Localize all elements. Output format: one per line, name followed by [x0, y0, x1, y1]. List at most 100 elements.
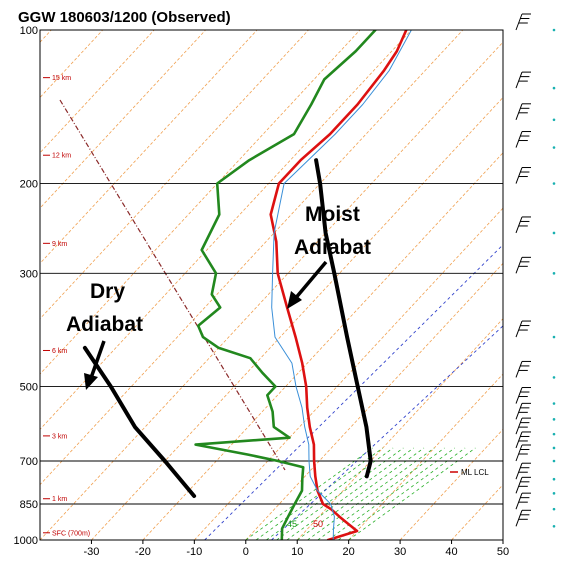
- x-tick-label: -10: [186, 546, 202, 558]
- mixing-ratio-line: [286, 447, 414, 540]
- wind-dot: [552, 477, 556, 481]
- isotherm-line: [142, 152, 503, 540]
- isotherm-line: [502, 539, 503, 540]
- dewpoint-line: [194, 30, 377, 540]
- wind-barb: [515, 417, 523, 435]
- isotherm-line: [40, 30, 155, 154]
- dry-annotation-line1: Dry: [90, 280, 125, 303]
- wind-barb: [515, 257, 523, 274]
- mixing-ratio-line: [348, 447, 476, 540]
- isotherm-line: [348, 373, 503, 540]
- wind-barb: [515, 387, 523, 404]
- mixing-ratio-line: [266, 447, 394, 540]
- wind-barb: [515, 403, 523, 420]
- mixing-ratio-label: 45: [287, 519, 297, 529]
- wind-dot: [552, 459, 556, 463]
- x-tick-label: -30: [83, 546, 99, 558]
- isotherm-line: [194, 207, 503, 540]
- wind-dot: [552, 432, 556, 436]
- isotherm-line: [40, 30, 464, 486]
- plot-frame: [39, 29, 504, 541]
- x-tick-label: 50: [497, 546, 509, 558]
- mixing-ratio-line: [338, 447, 466, 540]
- height-label: 9 km: [52, 241, 67, 248]
- wind-barb: [515, 361, 523, 378]
- wind-dot: [552, 146, 556, 149]
- wind-dot: [552, 524, 556, 528]
- mixing-ratio-line: [317, 447, 445, 540]
- wind-barb: [515, 167, 523, 184]
- wind-barb: [515, 131, 523, 148]
- lcl-label: ML LCL: [461, 468, 489, 477]
- mixing-ratio-line: [245, 447, 373, 540]
- mixing-ratio-line: [307, 447, 435, 540]
- wind-barb: [515, 492, 523, 510]
- wind-dot: [552, 446, 556, 450]
- moist-adiabat-annotation: Moist Adiabat: [287, 203, 371, 309]
- y-tick-label: 100: [20, 25, 38, 37]
- y-tick-label: 500: [20, 381, 38, 393]
- wind-barb: [515, 13, 523, 31]
- wind-dot: [552, 492, 556, 495]
- y-tick-label: 850: [20, 499, 38, 511]
- y-tick-label: 200: [20, 179, 38, 191]
- wind-barb: [515, 103, 523, 120]
- wind-dot: [552, 118, 556, 122]
- wind-dot: [552, 272, 556, 275]
- isotherm-line: [40, 30, 104, 99]
- isotherm-line: [399, 428, 503, 540]
- isotherm-line: [296, 318, 503, 540]
- wind-dot: [552, 231, 556, 235]
- isotherm-line: [91, 96, 503, 540]
- wind-dot: [552, 376, 556, 379]
- dry-arrow-shaft: [89, 340, 106, 379]
- isotherm-line: [40, 30, 361, 375]
- mixing-ratio-line: [327, 447, 456, 540]
- height-label: 1 km: [52, 496, 67, 503]
- height-label: 6 km: [52, 348, 67, 355]
- height-label: SFC (700m): [52, 530, 90, 537]
- x-tick-label: 10: [291, 546, 303, 558]
- isotherm-line: [451, 484, 503, 540]
- isotherm-line: [40, 41, 503, 540]
- wind-dot: [552, 402, 556, 405]
- y-tick-label: 1000: [14, 535, 38, 547]
- mixing-ratio-line: [276, 447, 404, 540]
- isotherm-line: [40, 30, 412, 430]
- theta-label: 50: [313, 519, 323, 529]
- wind-barb: [515, 71, 523, 89]
- height-label: 3 km: [52, 433, 67, 440]
- dry-arrow-head: [84, 373, 98, 390]
- wind-barb: [515, 431, 523, 449]
- wind-dot: [552, 28, 556, 32]
- theta-e-line: [204, 244, 503, 540]
- virtual-temperature-line: [271, 30, 412, 540]
- moist-adiabat-line: [314, 158, 373, 479]
- lcl-marker: ML LCL: [450, 468, 489, 477]
- x-tick-label: 20: [343, 546, 355, 558]
- wind-dot: [552, 507, 556, 511]
- wind-barb: [515, 510, 523, 527]
- height-label: 12 km: [52, 153, 71, 160]
- wind-barb: [515, 477, 523, 494]
- y-tick-label: 700: [20, 456, 38, 468]
- x-tick-label: -20: [135, 546, 151, 558]
- wind-dot: [552, 418, 556, 421]
- x-tick-label: 0: [243, 546, 249, 558]
- moist-annotation-line1: Moist: [305, 203, 360, 226]
- y-tick-label: 300: [20, 268, 38, 280]
- temperature-line: [269, 30, 408, 540]
- isotherm-line: [40, 30, 206, 209]
- isotherm-line: [554, 30, 570, 540]
- dry-adiabat-annotation: Dry Adiabat: [66, 280, 143, 390]
- chart-title: GGW 180603/1200 (Observed): [18, 9, 231, 26]
- isotherm-line: [40, 30, 309, 320]
- dry-annotation-line2: Adiabat: [66, 313, 143, 336]
- wind-dot: [552, 86, 556, 90]
- wind-dot: [552, 182, 556, 185]
- x-tick-label: 40: [445, 546, 457, 558]
- reference-adiabat-line: [59, 99, 286, 471]
- moist-arrow-head: [287, 291, 302, 309]
- moist-annotation-line2: Adiabat: [294, 236, 371, 259]
